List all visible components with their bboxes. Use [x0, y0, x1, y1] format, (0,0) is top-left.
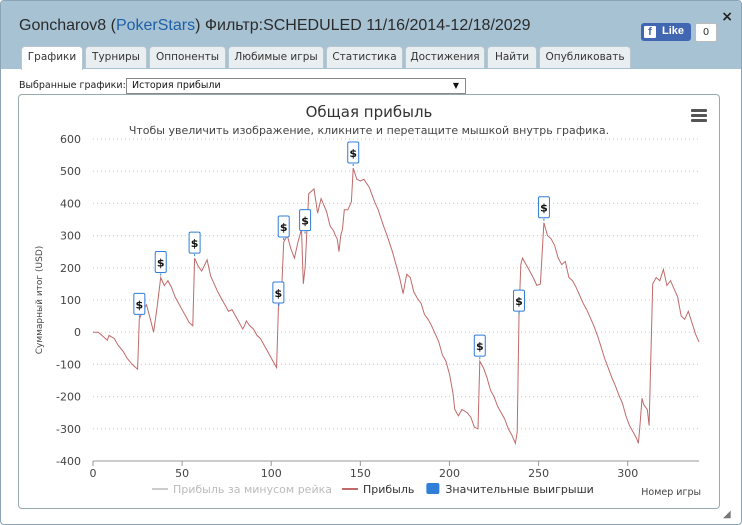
like-count: 0 — [695, 23, 717, 42]
big-win-marker — [537, 196, 550, 219]
big-win-marker-symbol: $ — [476, 340, 484, 353]
tab-publish[interactable]: Опубликовать — [539, 46, 631, 68]
player-name: Goncharov8 — [19, 17, 107, 34]
chart-panel: Общая прибыль Чтобы увеличить изображени… — [18, 94, 720, 509]
y-axis-label: Суммарный итог (USD) — [35, 246, 45, 355]
tab-statistics[interactable]: Статистика — [326, 46, 403, 68]
filter-text: Фильтр:SCHEDULED 11/16/2014-12/18/2029 — [200, 17, 531, 34]
big-win-marker-symbol: $ — [301, 215, 309, 228]
big-win-marker — [188, 231, 201, 254]
chart-selector[interactable]: История прибыли ▼ — [126, 78, 466, 94]
window-title: Goncharov8 (PokerStars) Фильтр:SCHEDULED… — [19, 17, 531, 35]
y-tick-label: -200 — [56, 391, 81, 404]
tab-favorite-games[interactable]: Любимые игры — [228, 46, 324, 68]
x-tick-label: 200 — [439, 467, 460, 480]
site-paren-open: ( — [106, 17, 116, 34]
chart-menu-icon[interactable] — [691, 109, 707, 122]
profit-series-line — [93, 167, 700, 446]
y-tick-label: -300 — [56, 423, 81, 436]
big-win-marker-symbol: $ — [349, 147, 357, 160]
big-win-marker-symbol: $ — [157, 256, 165, 269]
legend-item-label: Значительные выигрыши — [445, 483, 593, 496]
big-win-marker — [347, 141, 360, 164]
big-win-marker-symbol: $ — [280, 221, 288, 234]
x-axis-label: Номер игры — [641, 487, 701, 498]
big-win-marker-symbol: $ — [136, 298, 144, 311]
site-link[interactable]: PokerStars — [115, 17, 196, 34]
tab-opponents[interactable]: Оппоненты — [149, 46, 226, 68]
big-win-marker-symbol: $ — [540, 202, 548, 215]
big-win-marker-symbol: $ — [275, 287, 283, 300]
y-tick-label: 0 — [74, 326, 81, 339]
chart-selector-value: История прибыли — [132, 80, 221, 91]
y-tick-label: 100 — [60, 294, 81, 307]
x-tick-label: 250 — [528, 467, 549, 480]
big-win-marker-symbol: $ — [191, 237, 199, 250]
legend-item-label: Прибыль — [363, 483, 414, 496]
x-tick-label: 100 — [261, 467, 282, 480]
tab-tournaments[interactable]: Турниры — [85, 46, 147, 68]
big-win-marker — [277, 215, 290, 238]
close-icon[interactable]: × — [721, 9, 733, 25]
tab-search[interactable]: Найти — [487, 46, 537, 68]
y-tick-label: 600 — [60, 133, 81, 146]
chart-title: Общая прибыль — [305, 103, 433, 121]
y-tick-label: 200 — [60, 262, 81, 275]
big-win-marker — [272, 281, 285, 304]
profit-chart[interactable]: -400 -300 -200 -100 0 100 200 300 400 500 600 0 50 10… — [19, 95, 719, 508]
y-tick-label: 300 — [60, 230, 81, 243]
like-label: Like — [662, 25, 685, 37]
chevron-down-icon: ▼ — [452, 81, 459, 90]
chart-subtitle: Чтобы увеличить изображение, кликните и … — [128, 124, 610, 137]
big-win-marker — [473, 334, 486, 357]
x-tick-label: 0 — [90, 467, 97, 480]
chart-selector-label: Выбранные графики: — [19, 80, 126, 91]
x-tick-label: 50 — [175, 467, 189, 480]
site-paren-close: ) — [195, 17, 201, 34]
x-tick-label: 150 — [350, 467, 371, 480]
y-tick-label: 500 — [60, 165, 81, 178]
big-win-marker — [512, 289, 525, 312]
big-win-marker-symbol: $ — [515, 295, 523, 308]
big-win-marker — [154, 250, 167, 273]
legend-symbol-box — [426, 483, 440, 494]
y-tick-label: -400 — [56, 455, 81, 468]
x-tick-label: 300 — [617, 467, 638, 480]
title-bar: Goncharov8 (PokerStars) Фильтр:SCHEDULED… — [1, 1, 741, 70]
facebook-like-button[interactable]: f Like — [641, 23, 691, 41]
big-win-marker — [299, 209, 312, 232]
big-win-marker — [133, 292, 146, 315]
legend-item-label: Прибыль за минусом рейка — [173, 483, 332, 496]
facebook-icon: f — [644, 26, 656, 38]
y-tick-label: 400 — [60, 197, 81, 210]
tab-achievements[interactable]: Достижения — [405, 46, 485, 68]
resize-grip-icon[interactable]: ◢ — [723, 509, 731, 520]
y-tick-label: -100 — [56, 358, 81, 371]
tab-graphs[interactable]: Графики — [21, 46, 83, 70]
